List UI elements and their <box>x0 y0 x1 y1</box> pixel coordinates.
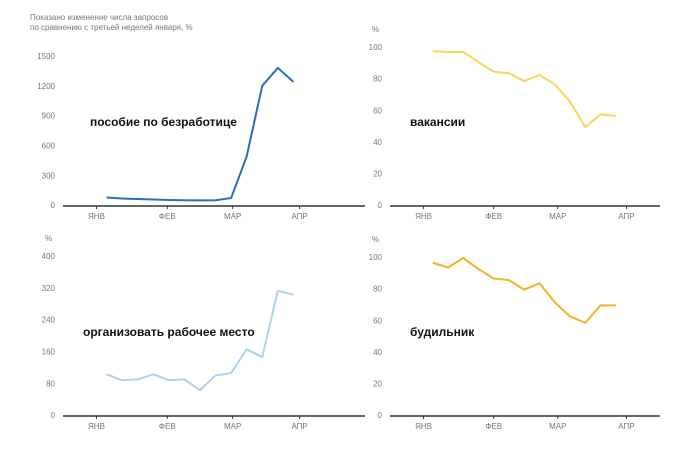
y-tick-label: 0 <box>51 411 56 420</box>
note: Показано изменение числа запросов <box>30 13 168 22</box>
y-tick-label: 1200 <box>37 82 55 91</box>
x-tick-label: ЯНВ <box>88 212 105 221</box>
annotation: организовать рабочее место <box>83 325 255 339</box>
y-tick-label: 240 <box>42 316 56 325</box>
y-tick-label: 20 <box>373 380 382 389</box>
y-tick-label: 320 <box>42 284 56 293</box>
x-tick-label: ЯНВ <box>415 212 432 221</box>
annotation: вакансии <box>410 115 465 129</box>
series-line <box>432 257 616 324</box>
annotation: будильник <box>410 325 475 339</box>
y-tick-label: 80 <box>46 379 55 388</box>
x-tick-label: АПР <box>618 212 634 221</box>
x-tick-label: ЯНВ <box>415 422 432 431</box>
note: по сравнению с третьей неделей января, % <box>30 23 193 32</box>
y-tick-label: 60 <box>373 316 382 325</box>
x-tick-label: ФЕВ <box>485 212 502 221</box>
y-tick-label: 900 <box>42 112 56 121</box>
x-tick-label: МАР <box>224 212 241 221</box>
y-tick-label: 20 <box>373 170 382 179</box>
series-line <box>106 289 294 392</box>
series-line <box>106 66 295 202</box>
y-tick-label: 400 <box>42 252 56 261</box>
y-tick-label: 40 <box>373 348 382 357</box>
x-tick-label: МАР <box>549 422 566 431</box>
series-line <box>432 50 616 128</box>
y-tick-label: 60 <box>373 106 382 115</box>
y-tick-label: 0 <box>378 201 383 210</box>
y-tick-label: 80 <box>373 285 382 294</box>
y-tick-label: 80 <box>373 75 382 84</box>
y-tick-label: 100 <box>369 43 383 52</box>
x-tick-label: МАР <box>549 212 566 221</box>
y-tick-label: 100 <box>369 253 383 262</box>
x-tick-label: МАР <box>224 422 241 431</box>
y-axis-label: % <box>372 235 379 244</box>
y-tick-label: 0 <box>378 411 383 420</box>
y-tick-label: 160 <box>42 348 56 357</box>
x-tick-label: ФЕВ <box>485 422 502 431</box>
x-tick-label: ФЕВ <box>159 212 176 221</box>
x-tick-label: АПР <box>291 422 307 431</box>
x-tick-label: АПР <box>618 422 634 431</box>
y-axis-label: % <box>372 25 379 34</box>
x-tick-label: ЯНВ <box>88 422 105 431</box>
y-axis-label: % <box>45 234 52 243</box>
annotation: пособие по безработице <box>90 115 237 129</box>
y-tick-label: 600 <box>42 142 56 151</box>
x-tick-label: АПР <box>291 212 307 221</box>
x-tick-label: ФЕВ <box>159 422 176 431</box>
y-tick-label: 1500 <box>37 52 55 61</box>
y-tick-label: 300 <box>42 171 56 180</box>
y-tick-label: 40 <box>373 138 382 147</box>
y-tick-label: 0 <box>51 201 56 210</box>
